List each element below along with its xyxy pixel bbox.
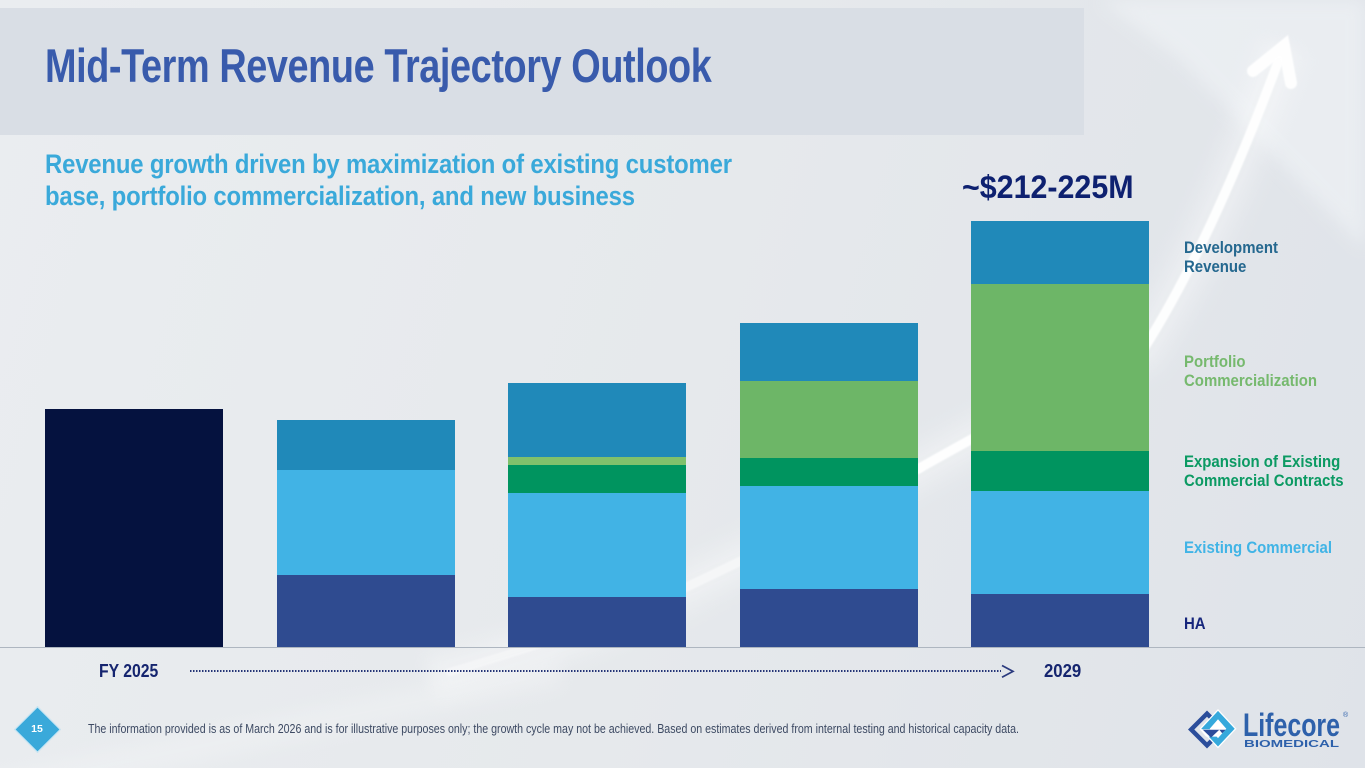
svg-text:Lifecore: Lifecore <box>1243 707 1340 743</box>
svg-text:®: ® <box>1343 711 1349 719</box>
svg-text:BIOMEDICAL: BIOMEDICAL <box>1244 739 1339 750</box>
